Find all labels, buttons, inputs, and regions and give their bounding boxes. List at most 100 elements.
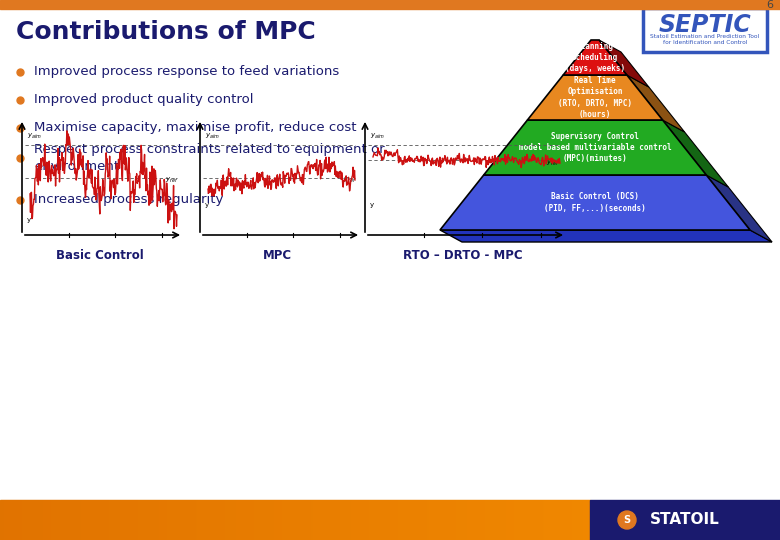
- Bar: [590, 500, 780, 540]
- Bar: [292, 500, 293, 540]
- Bar: [209, 500, 210, 540]
- Bar: [436, 500, 437, 540]
- Bar: [374, 500, 375, 540]
- Bar: [91, 500, 92, 540]
- Bar: [379, 500, 380, 540]
- Bar: [393, 500, 394, 540]
- Bar: [203, 500, 204, 540]
- Bar: [287, 500, 288, 540]
- Bar: [350, 500, 351, 540]
- Bar: [9, 500, 10, 540]
- Bar: [34, 500, 35, 540]
- Bar: [78, 500, 79, 540]
- Bar: [398, 500, 399, 540]
- Bar: [353, 500, 354, 540]
- Bar: [190, 500, 191, 540]
- Bar: [85, 500, 86, 540]
- Bar: [486, 500, 487, 540]
- Bar: [128, 500, 129, 540]
- Bar: [65, 500, 66, 540]
- Bar: [139, 500, 140, 540]
- Bar: [131, 500, 132, 540]
- Bar: [417, 500, 418, 540]
- Bar: [19, 500, 20, 540]
- Bar: [213, 500, 214, 540]
- Bar: [194, 500, 195, 540]
- Bar: [490, 500, 491, 540]
- Bar: [273, 500, 274, 540]
- Bar: [186, 500, 187, 540]
- Bar: [444, 500, 445, 540]
- Bar: [32, 500, 33, 540]
- Bar: [304, 500, 305, 540]
- Bar: [103, 500, 104, 540]
- Bar: [422, 500, 423, 540]
- Bar: [53, 500, 54, 540]
- Bar: [212, 500, 213, 540]
- Bar: [201, 500, 202, 540]
- Bar: [315, 500, 316, 540]
- Bar: [75, 500, 76, 540]
- Bar: [544, 500, 545, 540]
- Bar: [472, 500, 473, 540]
- Bar: [168, 500, 169, 540]
- Bar: [306, 500, 307, 540]
- Bar: [216, 500, 217, 540]
- Bar: [282, 500, 283, 540]
- Bar: [226, 500, 227, 540]
- Bar: [51, 500, 52, 540]
- Bar: [56, 500, 57, 540]
- Bar: [412, 500, 413, 540]
- Bar: [268, 500, 269, 540]
- Bar: [137, 500, 138, 540]
- Text: STATOIL: STATOIL: [650, 512, 720, 528]
- Bar: [405, 500, 406, 540]
- Bar: [330, 500, 331, 540]
- Bar: [200, 500, 201, 540]
- Bar: [362, 500, 363, 540]
- Bar: [459, 500, 460, 540]
- Bar: [464, 500, 465, 540]
- Bar: [248, 500, 249, 540]
- Text: $y_{ref}$: $y_{ref}$: [343, 176, 356, 185]
- Bar: [204, 500, 205, 540]
- Bar: [110, 500, 111, 540]
- Bar: [94, 500, 95, 540]
- Bar: [294, 500, 295, 540]
- Bar: [487, 500, 488, 540]
- Bar: [520, 500, 521, 540]
- Bar: [134, 500, 135, 540]
- Bar: [232, 500, 233, 540]
- Bar: [499, 500, 500, 540]
- Bar: [83, 500, 84, 540]
- Bar: [222, 500, 223, 540]
- Bar: [403, 500, 404, 540]
- Bar: [188, 500, 189, 540]
- Bar: [146, 500, 147, 540]
- Bar: [391, 500, 392, 540]
- Bar: [185, 500, 186, 540]
- Bar: [427, 500, 428, 540]
- Bar: [106, 500, 107, 540]
- Bar: [565, 500, 566, 540]
- Bar: [253, 500, 254, 540]
- Text: SEPTIC: SEPTIC: [658, 13, 751, 37]
- Bar: [553, 500, 554, 540]
- Bar: [512, 500, 513, 540]
- Bar: [274, 500, 275, 540]
- Bar: [299, 500, 300, 540]
- Bar: [217, 500, 218, 540]
- Text: Basic Control: Basic Control: [55, 249, 144, 262]
- Bar: [90, 500, 91, 540]
- Bar: [341, 500, 342, 540]
- Bar: [505, 500, 506, 540]
- Bar: [402, 500, 403, 540]
- Bar: [148, 500, 149, 540]
- Bar: [101, 500, 102, 540]
- Bar: [247, 500, 248, 540]
- Text: $y_{aim}$: $y_{aim}$: [205, 132, 220, 141]
- Bar: [278, 500, 279, 540]
- Bar: [344, 500, 345, 540]
- Bar: [205, 500, 206, 540]
- Bar: [526, 500, 527, 540]
